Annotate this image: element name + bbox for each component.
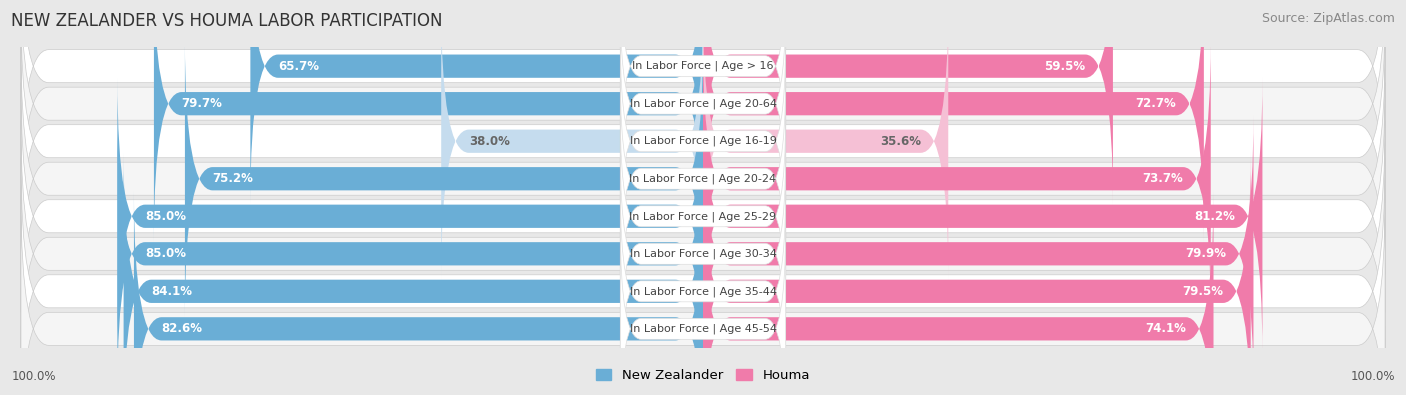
FancyBboxPatch shape bbox=[21, 195, 1385, 395]
Text: 85.0%: 85.0% bbox=[145, 210, 186, 223]
Text: 72.7%: 72.7% bbox=[1136, 97, 1177, 110]
Text: 79.5%: 79.5% bbox=[1182, 285, 1223, 298]
FancyBboxPatch shape bbox=[620, 152, 786, 356]
FancyBboxPatch shape bbox=[153, 0, 703, 242]
FancyBboxPatch shape bbox=[117, 115, 703, 392]
FancyBboxPatch shape bbox=[703, 115, 1254, 392]
Text: 59.5%: 59.5% bbox=[1045, 60, 1085, 73]
Text: NEW ZEALANDER VS HOUMA LABOR PARTICIPATION: NEW ZEALANDER VS HOUMA LABOR PARTICIPATI… bbox=[11, 12, 443, 30]
FancyBboxPatch shape bbox=[21, 83, 1385, 350]
FancyBboxPatch shape bbox=[703, 0, 1204, 242]
FancyBboxPatch shape bbox=[703, 190, 1213, 395]
Text: 82.6%: 82.6% bbox=[162, 322, 202, 335]
Text: In Labor Force | Age > 16: In Labor Force | Age > 16 bbox=[633, 61, 773, 71]
Text: 38.0%: 38.0% bbox=[468, 135, 509, 148]
Text: 74.1%: 74.1% bbox=[1144, 322, 1185, 335]
Text: 100.0%: 100.0% bbox=[11, 370, 56, 383]
Text: 81.2%: 81.2% bbox=[1194, 210, 1234, 223]
FancyBboxPatch shape bbox=[620, 0, 786, 168]
Text: In Labor Force | Age 20-64: In Labor Force | Age 20-64 bbox=[630, 98, 776, 109]
FancyBboxPatch shape bbox=[703, 153, 1251, 395]
FancyBboxPatch shape bbox=[117, 78, 703, 355]
FancyBboxPatch shape bbox=[620, 114, 786, 318]
FancyBboxPatch shape bbox=[620, 77, 786, 281]
FancyBboxPatch shape bbox=[703, 78, 1263, 355]
FancyBboxPatch shape bbox=[703, 40, 1211, 317]
FancyBboxPatch shape bbox=[620, 189, 786, 393]
FancyBboxPatch shape bbox=[703, 3, 948, 280]
FancyBboxPatch shape bbox=[703, 0, 1114, 205]
Text: 75.2%: 75.2% bbox=[212, 172, 253, 185]
FancyBboxPatch shape bbox=[21, 8, 1385, 275]
FancyBboxPatch shape bbox=[186, 40, 703, 317]
FancyBboxPatch shape bbox=[21, 120, 1385, 387]
FancyBboxPatch shape bbox=[21, 45, 1385, 312]
FancyBboxPatch shape bbox=[250, 0, 703, 205]
FancyBboxPatch shape bbox=[21, 0, 1385, 237]
FancyBboxPatch shape bbox=[620, 2, 786, 206]
Text: 65.7%: 65.7% bbox=[278, 60, 319, 73]
FancyBboxPatch shape bbox=[620, 227, 786, 395]
FancyBboxPatch shape bbox=[124, 153, 703, 395]
Text: In Labor Force | Age 30-34: In Labor Force | Age 30-34 bbox=[630, 248, 776, 259]
Text: 100.0%: 100.0% bbox=[1350, 370, 1395, 383]
FancyBboxPatch shape bbox=[134, 190, 703, 395]
Text: Source: ZipAtlas.com: Source: ZipAtlas.com bbox=[1261, 12, 1395, 25]
Text: In Labor Force | Age 45-54: In Labor Force | Age 45-54 bbox=[630, 324, 776, 334]
Text: 79.9%: 79.9% bbox=[1185, 247, 1226, 260]
Text: In Labor Force | Age 20-24: In Labor Force | Age 20-24 bbox=[630, 173, 776, 184]
Text: In Labor Force | Age 25-29: In Labor Force | Age 25-29 bbox=[630, 211, 776, 222]
FancyBboxPatch shape bbox=[21, 158, 1385, 395]
FancyBboxPatch shape bbox=[620, 39, 786, 243]
Text: 35.6%: 35.6% bbox=[880, 135, 921, 148]
Text: 79.7%: 79.7% bbox=[181, 97, 222, 110]
Legend: New Zealander, Houma: New Zealander, Houma bbox=[592, 365, 814, 386]
Text: 85.0%: 85.0% bbox=[145, 247, 186, 260]
Text: 73.7%: 73.7% bbox=[1143, 172, 1184, 185]
FancyBboxPatch shape bbox=[21, 0, 1385, 200]
Text: In Labor Force | Age 35-44: In Labor Force | Age 35-44 bbox=[630, 286, 776, 297]
Text: In Labor Force | Age 16-19: In Labor Force | Age 16-19 bbox=[630, 136, 776, 147]
FancyBboxPatch shape bbox=[441, 3, 703, 280]
Text: 84.1%: 84.1% bbox=[152, 285, 193, 298]
